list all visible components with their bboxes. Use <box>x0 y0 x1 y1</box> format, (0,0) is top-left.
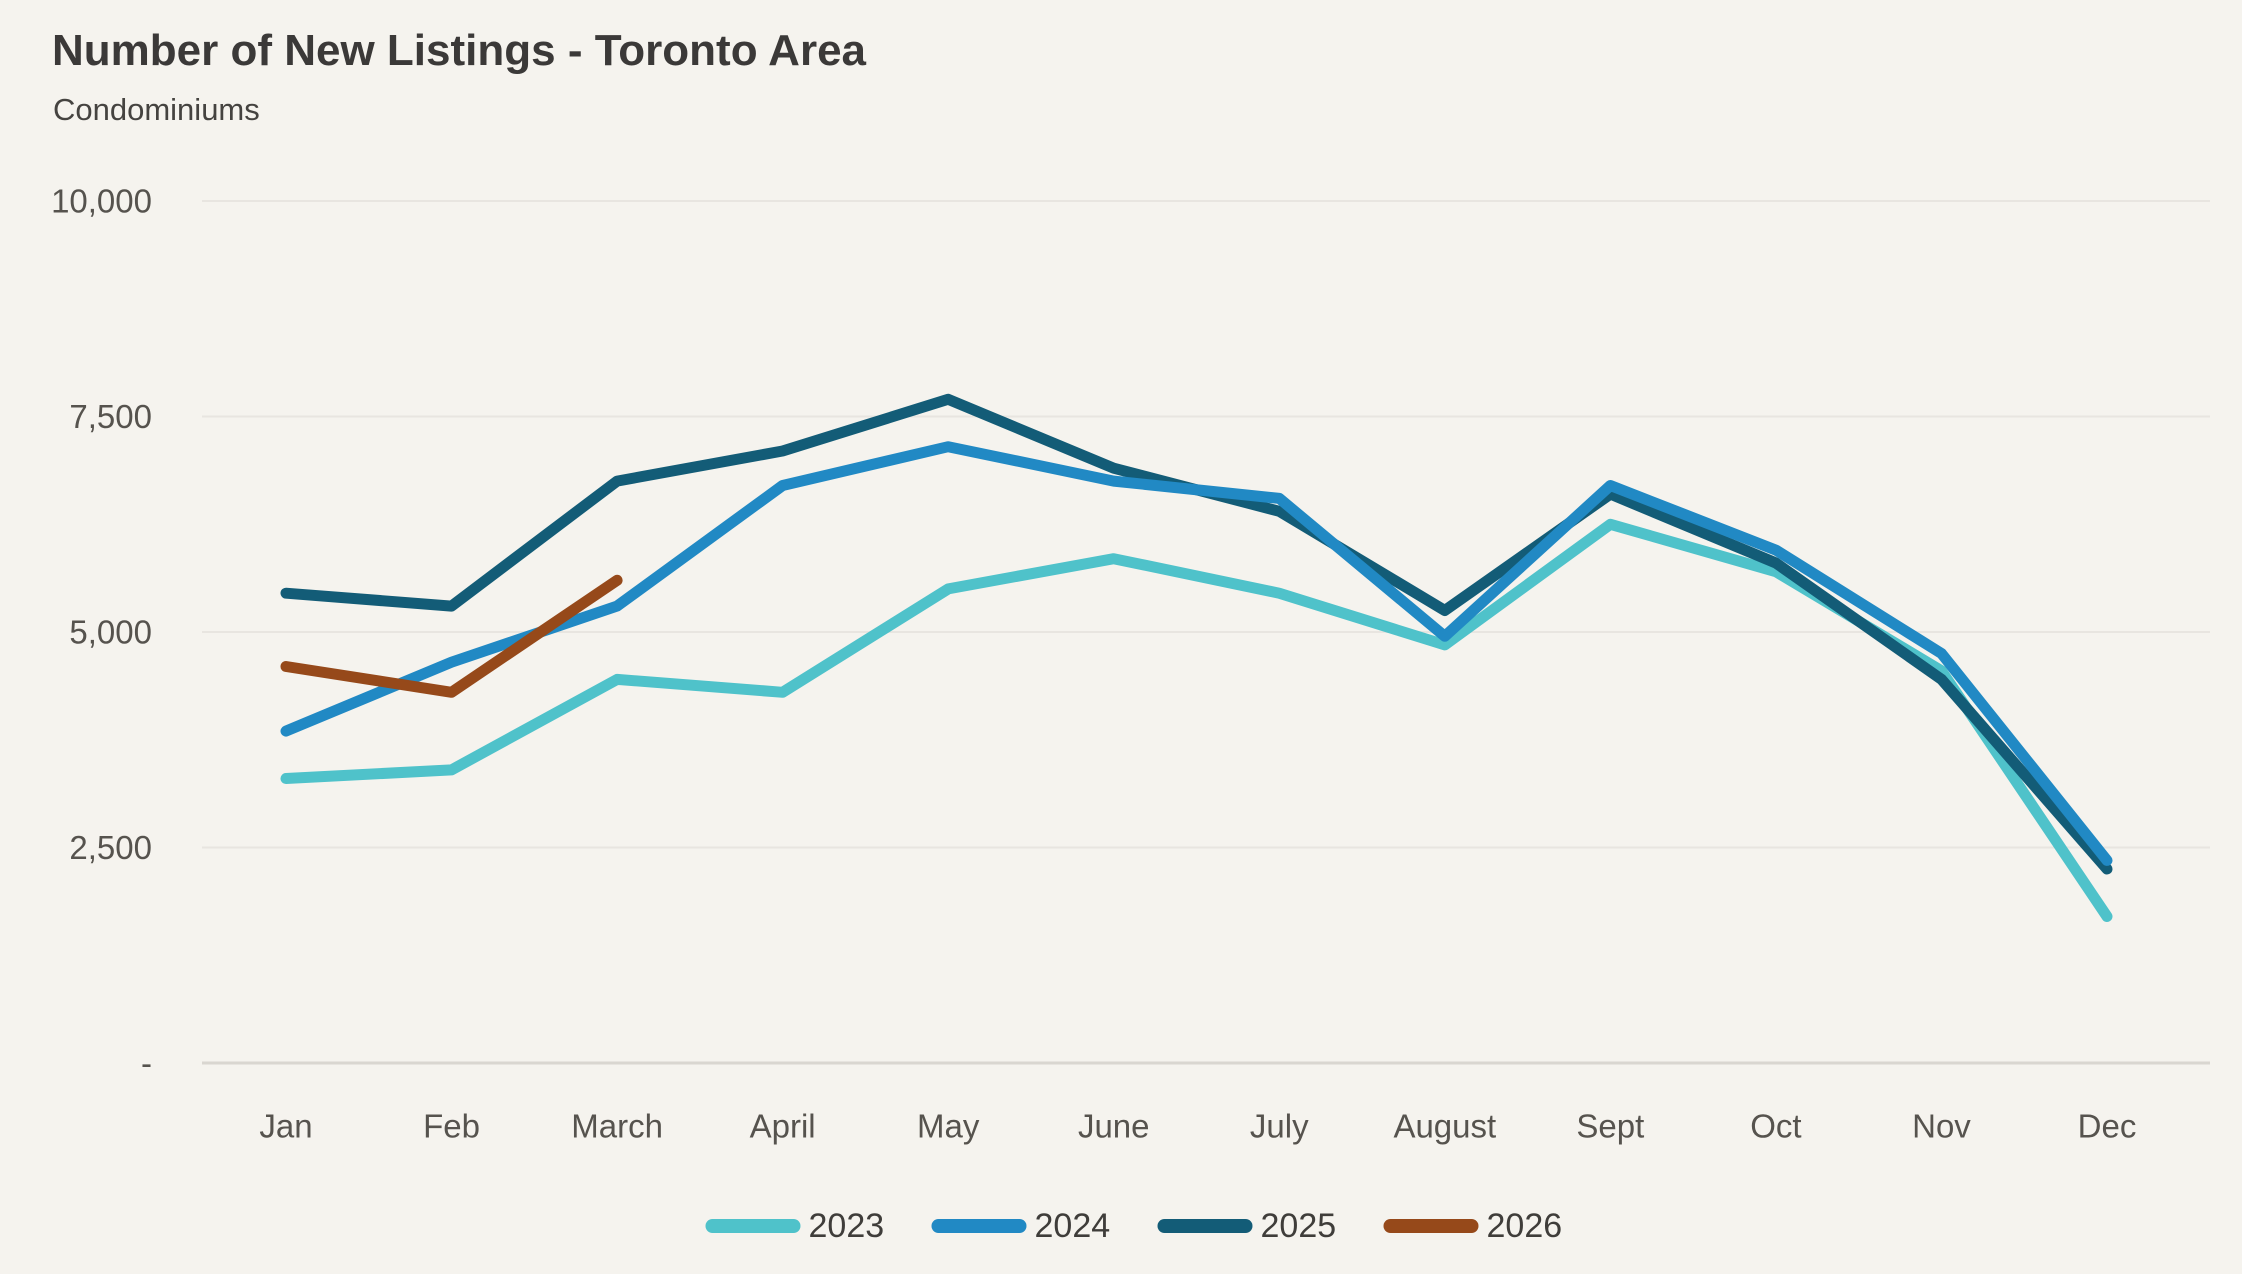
legend-label-2025[interactable]: 2025 <box>1261 1207 1337 1245</box>
y-tick-label-10000: 10,000 <box>51 183 152 220</box>
x-tick-label-dec[interactable]: Dec <box>2078 1108 2137 1145</box>
chart-title: Number of New Listings - Toronto Area <box>52 26 867 75</box>
y-tick-label-0: - <box>141 1045 152 1082</box>
x-tick-label-july[interactable]: July <box>1250 1108 1309 1145</box>
x-tick-label-april[interactable]: April <box>750 1108 816 1145</box>
x-tick-label-march[interactable]: March <box>571 1108 663 1145</box>
x-tick-label-sept[interactable]: Sept <box>1576 1108 1644 1145</box>
legend-swatch-2023[interactable] <box>705 1219 801 1233</box>
x-tick-label-may[interactable]: May <box>917 1108 980 1145</box>
chart-subtitle: Condominiums <box>53 92 260 127</box>
y-tick-label-5000: 5,000 <box>69 614 152 651</box>
y-tick-label-2500: 2,500 <box>69 829 152 866</box>
legend-swatch-2025[interactable] <box>1157 1219 1253 1233</box>
x-tick-label-august[interactable]: August <box>1393 1108 1496 1145</box>
legend-label-2026[interactable]: 2026 <box>1487 1207 1563 1245</box>
x-tick-label-june[interactable]: June <box>1078 1108 1150 1145</box>
series-line-2026[interactable] <box>280 574 623 698</box>
series-line-2025[interactable] <box>280 393 2113 875</box>
x-tick-label-feb[interactable]: Feb <box>423 1108 480 1145</box>
y-tick-label-7500: 7,500 <box>69 398 152 435</box>
x-tick-label-nov[interactable]: Nov <box>1912 1108 1971 1145</box>
legend-label-2024[interactable]: 2024 <box>1035 1207 1111 1245</box>
x-tick-label-jan[interactable]: Jan <box>259 1108 312 1145</box>
series-line-2024[interactable] <box>280 441 2113 866</box>
legend-swatch-2026[interactable] <box>1383 1219 1479 1233</box>
legend-label-2023[interactable]: 2023 <box>809 1207 885 1245</box>
legend-swatch-2024[interactable] <box>931 1219 1027 1233</box>
x-tick-label-oct[interactable]: Oct <box>1750 1108 1801 1145</box>
